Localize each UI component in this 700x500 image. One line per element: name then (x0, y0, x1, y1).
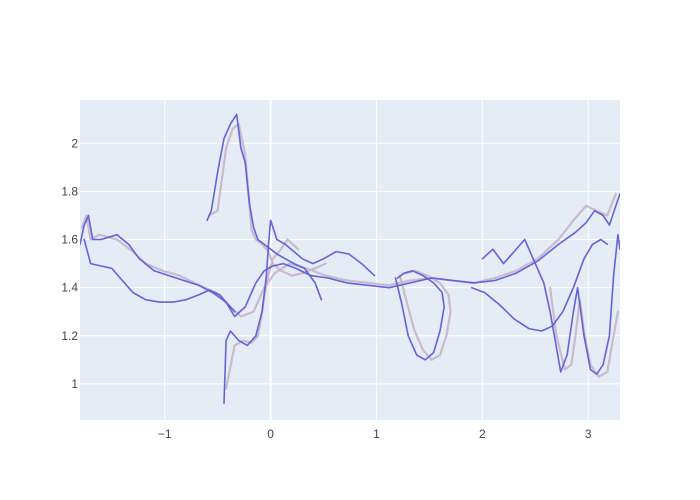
x-tick-label: −1 (158, 427, 172, 441)
series-line-8 (223, 219, 376, 405)
series-line-1 (208, 122, 327, 277)
series-line-9 (394, 269, 446, 361)
plot-background (80, 100, 620, 420)
y-tick-label: 1.8 (61, 184, 78, 198)
axis-ticks: −1 0 1 2 3 1 1.2 1.4 1.6 1.8 2 (61, 136, 592, 441)
y-tick-label: 1 (71, 377, 78, 391)
x-tick-label: 1 (373, 427, 380, 441)
series-line-5 (80, 193, 620, 318)
series-line-10 (481, 233, 620, 376)
x-tick-label: 0 (267, 427, 274, 441)
series-line-3 (398, 269, 452, 361)
series-layer (80, 113, 620, 405)
y-tick-label: 1.2 (61, 329, 78, 343)
y-tick-label: 1.4 (61, 281, 78, 295)
x-tick-label: 3 (585, 427, 592, 441)
series-line-6 (83, 238, 236, 313)
y-tick-label: 2 (71, 136, 78, 150)
x-tick-label: 2 (479, 427, 486, 441)
y-tick-label: 1.6 (61, 233, 78, 247)
series-line-11 (470, 238, 609, 332)
series-line-7 (206, 113, 323, 301)
